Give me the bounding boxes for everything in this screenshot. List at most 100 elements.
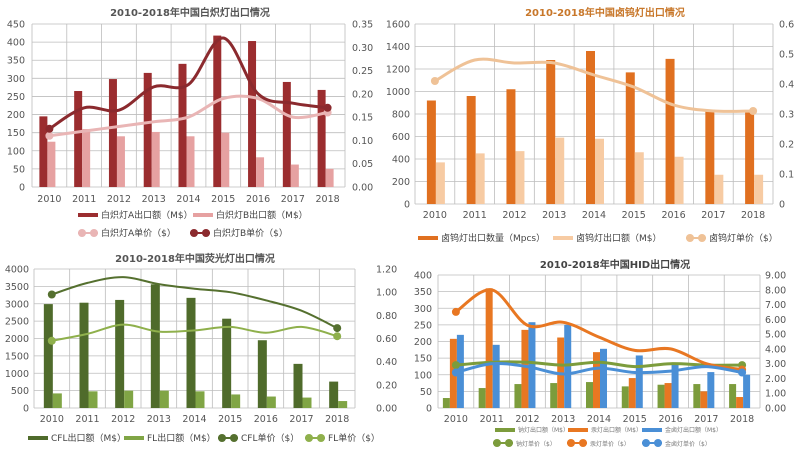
bar — [705, 109, 715, 204]
x-tick-label: 2014 — [182, 414, 206, 425]
y2-tick-label: 0.3 — [779, 110, 794, 121]
line-marker — [47, 290, 56, 299]
bar — [222, 318, 232, 408]
x-tick-label: 2011 — [72, 194, 96, 205]
x-tick-label: 2012 — [515, 414, 539, 425]
y-tick-label: 150 — [414, 354, 432, 365]
legend-label: FL单价（$） — [328, 434, 380, 444]
y-tick-label: 50 — [420, 387, 432, 398]
x-tick-label: 2016 — [246, 194, 270, 205]
bar — [290, 164, 299, 187]
legend-label: 卤钨灯出口额（M$） — [576, 234, 662, 244]
legend-label: FL出口额（M$） — [147, 434, 216, 444]
bar — [600, 348, 607, 408]
legend-bar-swatch — [568, 427, 588, 432]
bar — [466, 96, 476, 204]
chart-3: 0 50 100 150 200 250 300 350 400 0.00 1.00 2.00 3.00… — [414, 271, 786, 426]
legend-bar-swatch — [193, 212, 213, 217]
line-series — [455, 360, 743, 369]
bar — [555, 137, 565, 204]
legend-item: 白炽灯B出口额（M$） — [193, 208, 308, 221]
x-tick-label: 2014 — [582, 210, 606, 221]
y-tick-label: 250 — [7, 92, 25, 103]
bar — [186, 297, 196, 408]
bar — [88, 391, 98, 408]
x-tick-label: 2013 — [551, 414, 575, 425]
bar — [743, 374, 751, 408]
line-marker — [749, 107, 758, 115]
bar — [754, 174, 764, 204]
bar — [150, 284, 160, 408]
y-tick-label: 200 — [392, 177, 410, 188]
y-tick-label: 4000 — [5, 265, 29, 276]
y-tick-label: 150 — [7, 128, 25, 139]
y-tick-label: 0 — [404, 200, 410, 211]
line-marker — [333, 324, 342, 333]
y-tick-label: 3500 — [5, 282, 29, 293]
y2-tick-label: 3.00 — [765, 359, 786, 370]
x-tick-label: 2015 — [623, 414, 647, 425]
bar — [282, 81, 291, 187]
bar — [293, 363, 303, 408]
line-marker — [333, 332, 342, 341]
legend-label: 白炽灯A单价（$） — [101, 229, 176, 239]
y-tick-label: 600 — [392, 132, 410, 143]
legend-line-swatch — [567, 438, 587, 448]
legend-line-swatch — [78, 228, 98, 238]
line-series — [51, 276, 338, 329]
y-tick-label: 100 — [7, 146, 25, 157]
bar — [178, 63, 187, 187]
y2-tick-label: 0 — [779, 200, 785, 211]
legend-item: FL单价（$） — [305, 431, 380, 444]
bar — [657, 384, 665, 408]
bar — [47, 141, 56, 187]
y2-tick-label: 0.2 — [779, 140, 794, 151]
legend-label: 钠灯出口额（M$） — [518, 427, 569, 434]
y-tick-label: 400 — [392, 155, 410, 166]
y2-tick-label: 0.6 — [779, 20, 794, 31]
bar — [257, 340, 267, 408]
legend-label: 汞灯单价（$） — [590, 440, 630, 448]
bar — [514, 384, 522, 408]
y2-tick-label: 0.1 — [779, 170, 794, 181]
bar — [707, 372, 715, 408]
bar — [693, 384, 701, 408]
legend-item: 金卤灯出口额（M$） — [642, 425, 722, 434]
y2-tick-label: 0.00 — [765, 404, 786, 415]
bar — [151, 131, 160, 187]
bar — [195, 391, 205, 408]
y-tick-label: 300 — [414, 304, 432, 315]
y2-tick-label: 0.05 — [352, 159, 373, 170]
y-tick-label: 1200 — [386, 65, 410, 76]
legend-label: 白炽灯A出口额（M$） — [101, 211, 193, 221]
bar — [515, 151, 525, 204]
y2-tick-label: 0.00 — [352, 183, 373, 194]
y2-tick-label: 0.10 — [352, 136, 373, 147]
chart-1: 0 200 400 600 800 1000 1200 1400 1600 0 0.1 0.2 0.3 0… — [386, 20, 794, 222]
bar — [492, 344, 500, 408]
y2-tick-label: 0.60 — [376, 334, 397, 345]
bar — [52, 393, 62, 408]
x-tick-label: 2010 — [40, 414, 64, 425]
chart-title: 2010-2018年中国荧光灯出口情况 — [115, 254, 275, 265]
x-tick-label: 2011 — [480, 414, 504, 425]
y-tick-label: 0 — [19, 183, 25, 194]
line-marker — [738, 368, 747, 377]
bar — [621, 386, 629, 408]
bar — [478, 388, 486, 408]
y-tick-label: 250 — [414, 320, 432, 331]
y-tick-label: 300 — [7, 74, 25, 85]
bar — [115, 299, 125, 408]
line-marker — [47, 336, 56, 345]
y-tick-label: 400 — [7, 38, 25, 49]
x-tick-label: 2018 — [741, 210, 765, 221]
line-series — [455, 361, 743, 376]
y-tick-label: 0 — [23, 404, 29, 415]
y2-tick-label: 4.00 — [765, 344, 786, 355]
x-tick-label: 2016 — [658, 414, 682, 425]
line-series — [51, 323, 338, 342]
x-tick-label: 2013 — [147, 414, 171, 425]
x-tick-label: 2015 — [211, 194, 235, 205]
